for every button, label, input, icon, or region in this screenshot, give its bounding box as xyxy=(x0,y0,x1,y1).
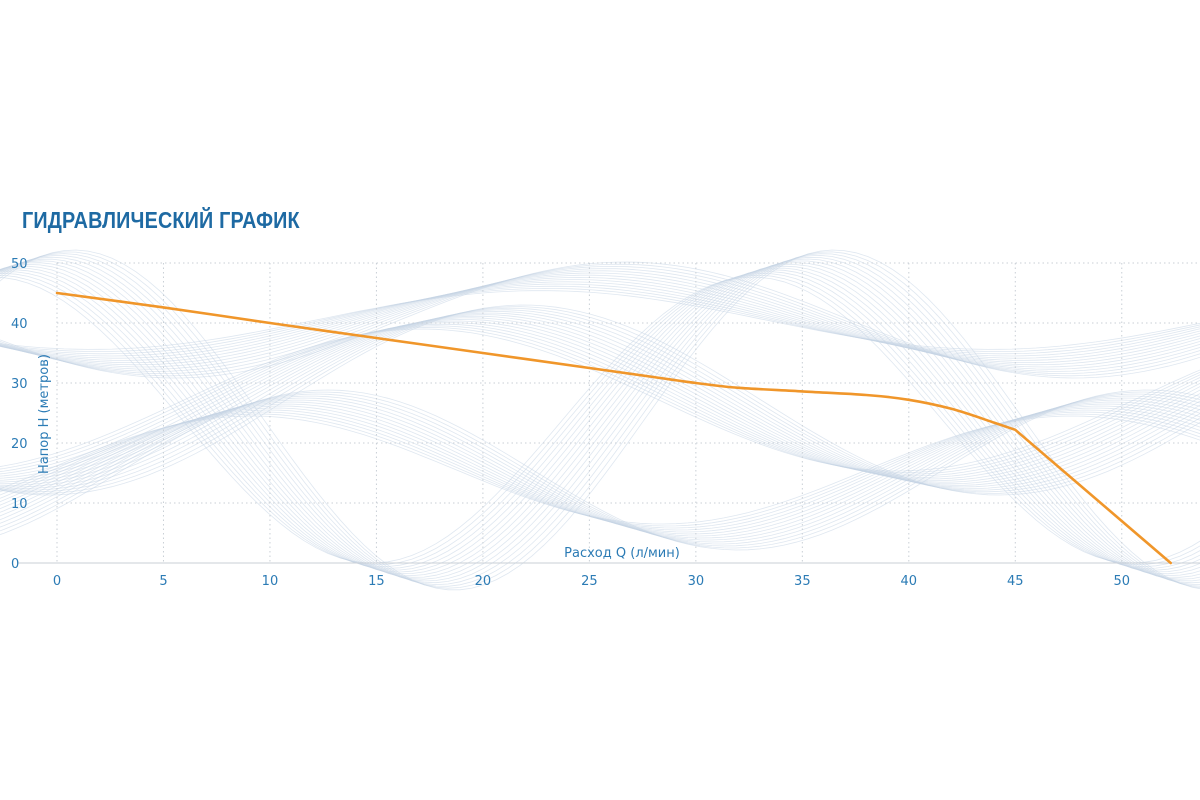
data-series xyxy=(55,291,1172,565)
background-wave-line xyxy=(0,287,1200,353)
background-wave-line xyxy=(0,325,1200,475)
background-wave-line xyxy=(0,279,1200,361)
background-wave-line xyxy=(0,263,1200,377)
background-wave-line xyxy=(0,312,1200,488)
background-wave-line xyxy=(0,262,1200,578)
background-wave-line xyxy=(0,272,1200,368)
y-axis-label: Напор Н (метров) xyxy=(37,354,52,474)
background-wave-line xyxy=(0,395,1200,545)
background-wave-line xyxy=(0,249,1200,591)
x-tick-label: 30 xyxy=(688,574,705,589)
x-tick-label: 0 xyxy=(53,574,61,589)
background-wave-line xyxy=(0,267,1200,573)
background-wave-line xyxy=(0,263,1200,577)
y-tick-label: 40 xyxy=(11,317,28,332)
x-tick-label: 10 xyxy=(262,574,279,589)
x-axis-ticks: 0 5 10 15 20 25 30 35 40 45 50 xyxy=(53,574,1130,589)
background-wave-line xyxy=(0,276,1200,564)
background-wave-line xyxy=(0,304,1200,496)
background-wave-line xyxy=(0,309,1200,491)
background-wave-line xyxy=(0,253,1200,587)
background-wave-line xyxy=(0,328,1200,472)
y-axis-ticks: 0 10 20 30 40 50 xyxy=(11,257,28,572)
background-wave-line xyxy=(0,290,1200,350)
x-tick-label: 35 xyxy=(794,574,811,589)
background-wave-line xyxy=(0,270,1200,370)
background-wave-line xyxy=(0,268,1200,372)
y-tick-label: 30 xyxy=(11,377,28,392)
pump-curve-line xyxy=(55,291,1172,565)
x-axis-label: Расход Q (л/мин) xyxy=(564,546,680,561)
background-wave-line xyxy=(0,258,1200,582)
background-wave-line xyxy=(0,265,1200,375)
x-tick-label: 45 xyxy=(1007,574,1024,589)
x-tick-label: 25 xyxy=(581,574,598,589)
background-wave-line xyxy=(0,251,1200,589)
background-wave-line xyxy=(0,320,1200,480)
background-wave-line xyxy=(0,285,1200,355)
background-wave-line xyxy=(0,274,1200,566)
y-tick-label: 0 xyxy=(11,557,19,572)
chart-title: ГИДРАВЛИЧЕСКИЙ ГРАФИК xyxy=(22,207,300,233)
background-wave-line xyxy=(0,318,1200,482)
background-wave-line xyxy=(0,271,1200,569)
background-wave-line xyxy=(0,272,1200,568)
background-wave-line xyxy=(0,322,1200,478)
background-wave-line xyxy=(0,269,1200,571)
x-tick-label: 5 xyxy=(159,574,167,589)
background-wave-line xyxy=(0,265,1200,575)
background-wave-line xyxy=(0,276,1200,363)
background-wave-line xyxy=(0,260,1200,580)
background-wave-line xyxy=(0,413,1200,527)
y-tick-label: 50 xyxy=(11,257,28,272)
background-wave-line xyxy=(0,397,1200,543)
background-wave-line xyxy=(0,415,1200,525)
x-tick-label: 50 xyxy=(1113,574,1130,589)
background-wave-line xyxy=(0,306,1200,494)
background-wave-line xyxy=(0,256,1200,584)
background-wave-line xyxy=(0,254,1200,586)
y-tick-label: 10 xyxy=(11,497,28,512)
background-wave-line xyxy=(0,323,1200,477)
background-wave-line xyxy=(0,283,1200,357)
x-tick-label: 40 xyxy=(901,574,918,589)
background-wave-pattern xyxy=(0,249,1200,591)
x-tick-label: 20 xyxy=(475,574,492,589)
y-tick-label: 20 xyxy=(11,437,28,452)
chart-grid xyxy=(17,262,1200,564)
x-tick-label: 15 xyxy=(368,574,385,589)
